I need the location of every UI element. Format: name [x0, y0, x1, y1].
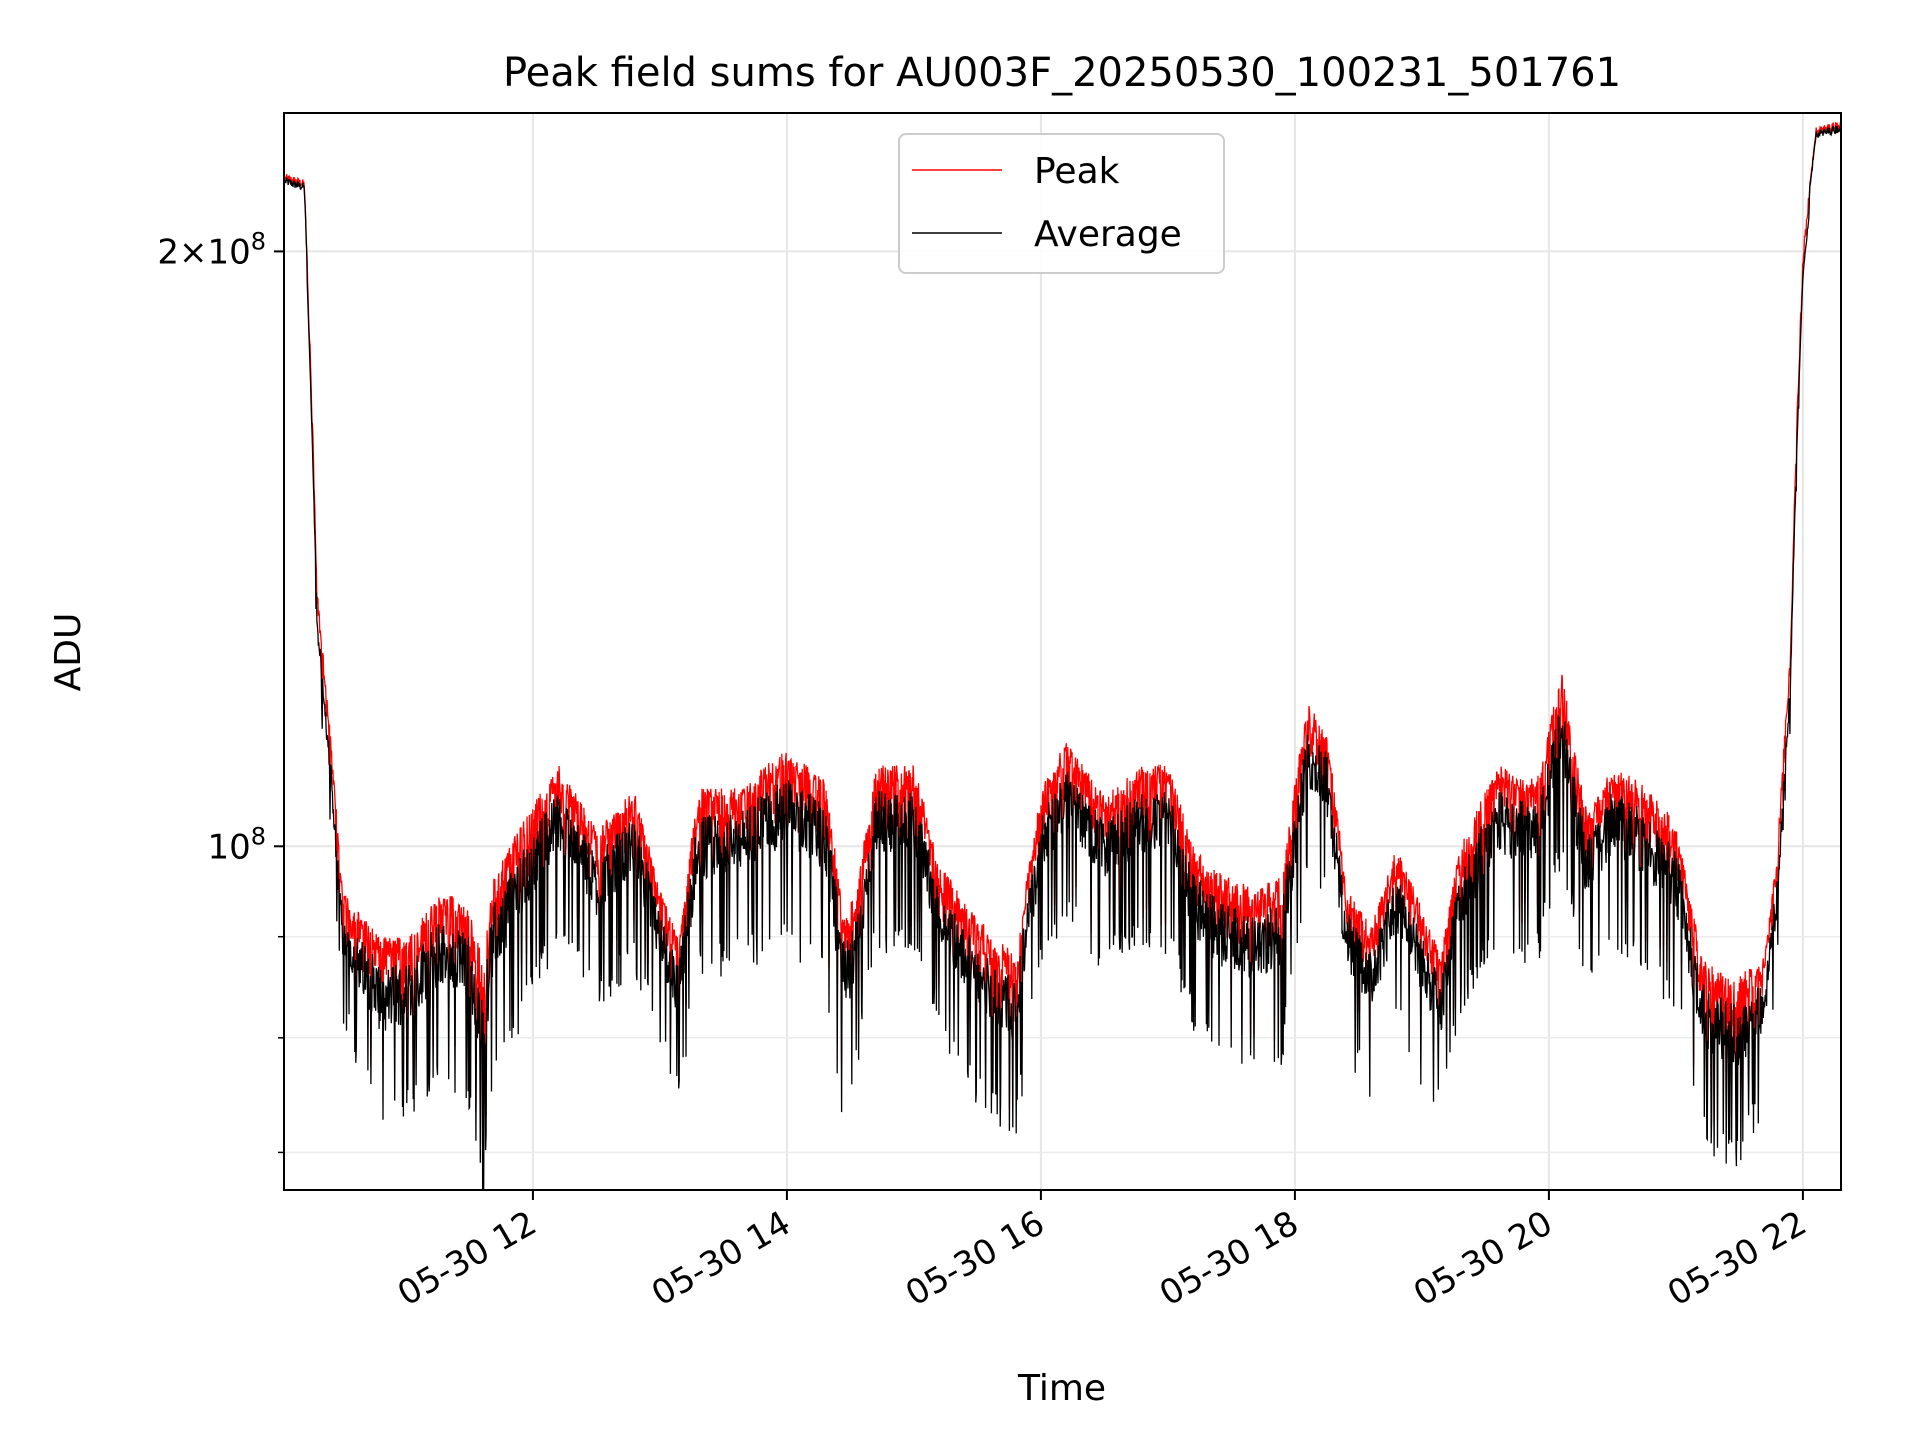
series-layer: [284, 120, 1841, 1190]
x-axis-label: Time: [1017, 1368, 1106, 1409]
chart-title: Peak field sums for AU003F_20250530_1002…: [503, 50, 1621, 96]
legend-label-peak: Peak: [1034, 151, 1120, 192]
legend: Peak Average: [898, 133, 1225, 274]
y-axis: 108 2×108: [157, 227, 284, 1154]
y-axis-label: ADU: [48, 613, 89, 692]
y-tick-label: 2×108: [157, 227, 266, 272]
series-average-line: [284, 123, 1841, 1190]
y-tick-label: 108: [207, 822, 266, 867]
grid-lines: [284, 113, 1841, 1190]
legend-label-average: Average: [1034, 214, 1182, 255]
legend-box: [898, 133, 1225, 274]
plot-frame: [283, 112, 1842, 1191]
